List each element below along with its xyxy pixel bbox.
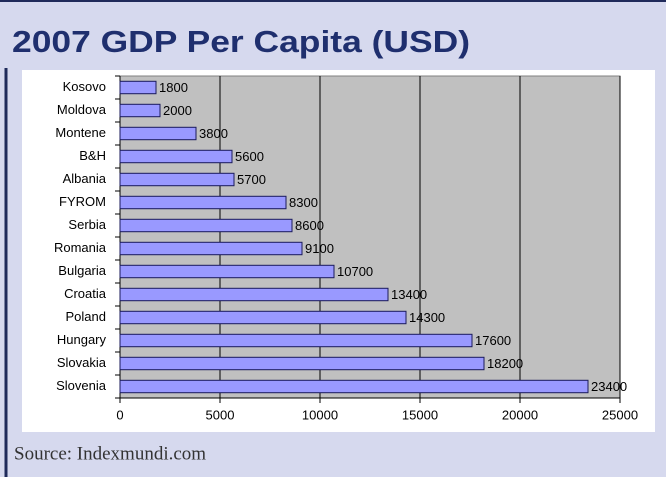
bar (119, 103, 161, 118)
x-tick-label: 0 (116, 407, 123, 422)
data-label: 9100 (305, 241, 334, 256)
y-tick-label: FYROM (59, 194, 106, 209)
data-label: 23400 (591, 379, 627, 394)
bar (119, 80, 157, 95)
bar (119, 126, 197, 141)
y-tick-label: Slovenia (56, 378, 107, 393)
bar (119, 310, 407, 325)
bar (119, 333, 473, 348)
y-tick-label: Slovakia (57, 355, 107, 370)
source: Source: Indexmundi.com (14, 443, 206, 464)
data-label: 3800 (199, 126, 228, 141)
y-tick-label: Poland (66, 309, 106, 324)
y-tick-label: Romania (54, 240, 107, 255)
y-tick-label: B&H (79, 148, 106, 163)
y-tick-label: Serbia (68, 217, 106, 232)
bar (119, 287, 389, 302)
x-tick-label: 10000 (302, 407, 338, 422)
bar (119, 264, 335, 279)
data-label: 8600 (295, 218, 324, 233)
x-tick-label: 5000 (206, 407, 235, 422)
bar (119, 195, 287, 210)
data-label: 18200 (487, 356, 523, 371)
data-label: 8300 (289, 195, 318, 210)
data-label: 1800 (159, 80, 188, 95)
bar (119, 218, 293, 233)
data-label: 5600 (235, 149, 264, 164)
y-tick-label: Bulgaria (58, 263, 106, 278)
bar (119, 379, 589, 394)
plot-area (119, 75, 621, 399)
x-tick-label: 20000 (502, 407, 538, 422)
data-label: 13400 (391, 287, 427, 302)
y-tick-label: Montene (55, 125, 106, 140)
data-label: 2000 (163, 103, 192, 118)
y-tick-label: Albania (63, 171, 107, 186)
data-label: 14300 (409, 310, 445, 325)
bar (119, 356, 485, 371)
chart-title: 2007 GDP Per Capita (USD) (12, 24, 470, 59)
x-tick-label: 15000 (402, 407, 438, 422)
x-tick-label: 25000 (602, 407, 638, 422)
bar (119, 149, 233, 164)
y-tick-label: Moldova (57, 102, 107, 117)
data-label: 10700 (337, 264, 373, 279)
y-tick-label: Hungary (57, 332, 107, 347)
bar (119, 241, 303, 256)
data-label: 17600 (475, 333, 511, 348)
data-label: 5700 (237, 172, 266, 187)
y-tick-label: Kosovo (63, 79, 106, 94)
bar (119, 172, 235, 187)
y-tick-label: Croatia (64, 286, 107, 301)
